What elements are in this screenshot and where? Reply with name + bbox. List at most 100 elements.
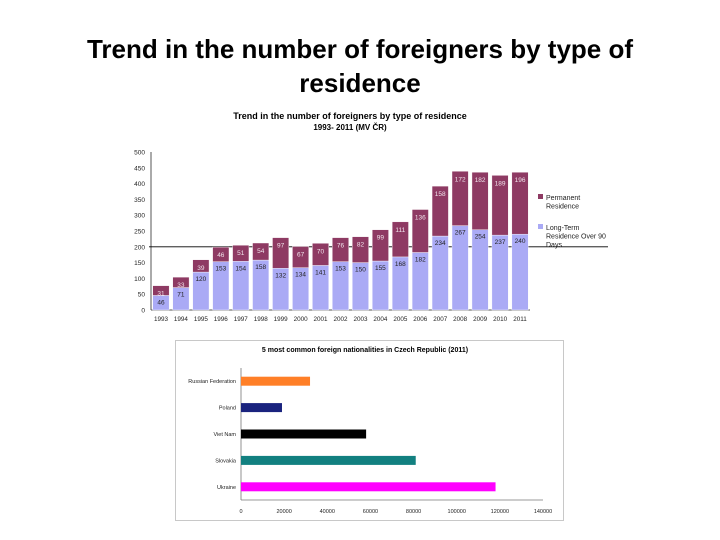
chart1-x-tick-label: 1994: [174, 316, 189, 323]
chart1-bar-segment: [511, 172, 529, 235]
chart1-bar-segment: [252, 242, 270, 261]
chart1-data-label: 182: [475, 177, 486, 184]
chart1-bar-segment: [192, 259, 210, 273]
chart1-x-tick-label: 2000: [294, 316, 309, 323]
chart1-bar-segment: [431, 185, 449, 237]
chart1-x-tick-label: 2011: [513, 316, 527, 323]
chart1-y-tick-label: 400: [134, 181, 145, 188]
chart1-data-label: 136: [415, 215, 426, 222]
chart2-x-tick-label: 100000: [448, 509, 466, 515]
chart1-bar-segment: [152, 285, 170, 296]
chart1-data-label: 189: [495, 180, 506, 187]
chart2-bar: [241, 376, 311, 386]
chart1-legend-swatch: [538, 224, 543, 229]
chart1-data-label: 158: [255, 264, 266, 271]
chart1-legend-label: Days: [546, 242, 562, 249]
chart1-data-label: 46: [157, 299, 165, 306]
chart1-data-label: 182: [415, 256, 426, 263]
chart2-x-tick-label: 20000: [276, 509, 291, 515]
chart1-bar-segment: [471, 172, 489, 230]
chart1-y-tick-label: 450: [134, 165, 145, 172]
chart2-category-label: Viet Nam: [213, 432, 236, 438]
chart1-y-tick-label: 200: [134, 244, 145, 251]
slide-title: Trend in the number of foreigners by typ…: [86, 34, 634, 98]
chart1-data-label: 31: [157, 291, 165, 298]
chart1-data-label: 54: [257, 248, 265, 255]
chart2-x-tick-label: 0: [239, 509, 242, 515]
chart1-data-label: 51: [237, 250, 245, 257]
chart2-frame: [175, 340, 564, 521]
chart1-data-label: 168: [395, 261, 406, 268]
chart1-x-tick-label: 1997: [234, 316, 249, 323]
chart1-bar-segment: [451, 171, 469, 226]
chart2-category-label: Poland: [219, 406, 236, 412]
chart1-data-label: 134: [295, 272, 306, 279]
chart1-bar-segment: [511, 233, 529, 311]
chart1-bar-segment: [292, 246, 309, 268]
chart1-bar-segment: [352, 236, 369, 263]
chart2-bar: [241, 429, 367, 439]
chart1-data-label: 67: [297, 251, 305, 258]
chart2-bar: [241, 403, 282, 413]
chart1-data-label: 240: [515, 238, 526, 245]
chart1-data-label: 70: [317, 248, 325, 255]
chart1-x-tick-label: 2001: [314, 316, 329, 323]
chart1-bar-segment: [332, 237, 349, 262]
chart1-x-tick-label: 2004: [373, 316, 388, 323]
chart1-x-tick-label: 2005: [393, 316, 408, 323]
chart1-data-label: 158: [435, 191, 446, 198]
chart1-y-tick-label: 250: [134, 229, 145, 236]
chart1-x-tick-label: 2008: [453, 316, 468, 323]
chart1-data-label: 111: [395, 227, 405, 234]
chart1-data-label: 46: [217, 252, 225, 259]
chart1-x-tick-label: 2006: [413, 316, 428, 323]
chart1-x-tick-label: 1995: [194, 316, 209, 323]
chart1-data-label: 196: [515, 177, 526, 184]
chart1-bar-segment: [491, 175, 509, 236]
chart1-y-tick-label: 0: [141, 308, 145, 315]
chart1-data-label: 99: [377, 235, 385, 242]
chart1-data-label: 254: [475, 234, 486, 241]
chart1-data-label: 71: [177, 292, 185, 299]
chart1-bar-segment: [172, 276, 190, 288]
chart1-data-label: 154: [235, 265, 246, 272]
chart1-bar-segment: [272, 237, 290, 269]
chart1-x-tick-label: 2003: [353, 316, 368, 323]
chart2-x-tick-label: 80000: [406, 509, 421, 515]
chart1-x-tick-label: 2009: [473, 316, 488, 323]
chart1-bar-segment: [312, 243, 329, 266]
chart1-bar-segment: [411, 209, 429, 253]
chart1-legend-label: Residence Over 90: [546, 234, 606, 241]
chart1-bar-segment: [232, 245, 250, 262]
chart1-x-tick-label: 1996: [214, 316, 229, 323]
chart1-data-label: 172: [455, 176, 466, 183]
chart1-bar-segment: [491, 234, 509, 311]
chart1-x-tick-label: 1993: [154, 316, 169, 323]
chart1-x-tick-label: 2002: [333, 316, 348, 323]
residence-trend-chart: Trend in the number of foreigners by typ…: [134, 111, 608, 323]
chart2-title: 5 most common foreign nationalities in C…: [262, 347, 468, 354]
chart1-y-tick-label: 150: [134, 260, 145, 267]
chart1-data-label: 267: [455, 230, 466, 237]
chart1-data-label: 120: [195, 276, 206, 283]
chart1-data-label: 153: [215, 266, 226, 273]
chart2-x-tick-label: 140000: [534, 509, 552, 515]
chart1-y-tick-label: 300: [134, 213, 145, 220]
chart1-legend-label: Long-Term: [546, 225, 580, 232]
chart1-y-tick-label: 100: [134, 276, 145, 283]
chart1-y-tick-label: 350: [134, 197, 145, 204]
chart2-category-label: Russian Federation: [188, 379, 236, 385]
chart2-bar: [241, 455, 416, 465]
chart1-subtitle: 1993- 2011 (MV ČR): [313, 123, 387, 132]
chart1-data-label: 39: [197, 265, 205, 272]
chart1-x-tick-label: 2007: [433, 316, 448, 323]
chart1-x-tick-label: 1998: [254, 316, 269, 323]
chart1-legend-label: Residence: [546, 204, 579, 211]
chart2-x-tick-label: 60000: [363, 509, 378, 515]
chart1-bar-segment: [471, 229, 489, 311]
chart1-data-label: 82: [357, 242, 365, 249]
chart1-data-label: 155: [375, 265, 386, 272]
chart1-y-tick-label: 500: [134, 150, 145, 157]
chart2-category-label: Ukraine: [217, 485, 236, 491]
chart1-title: Trend in the number of foreigners by typ…: [233, 111, 467, 121]
